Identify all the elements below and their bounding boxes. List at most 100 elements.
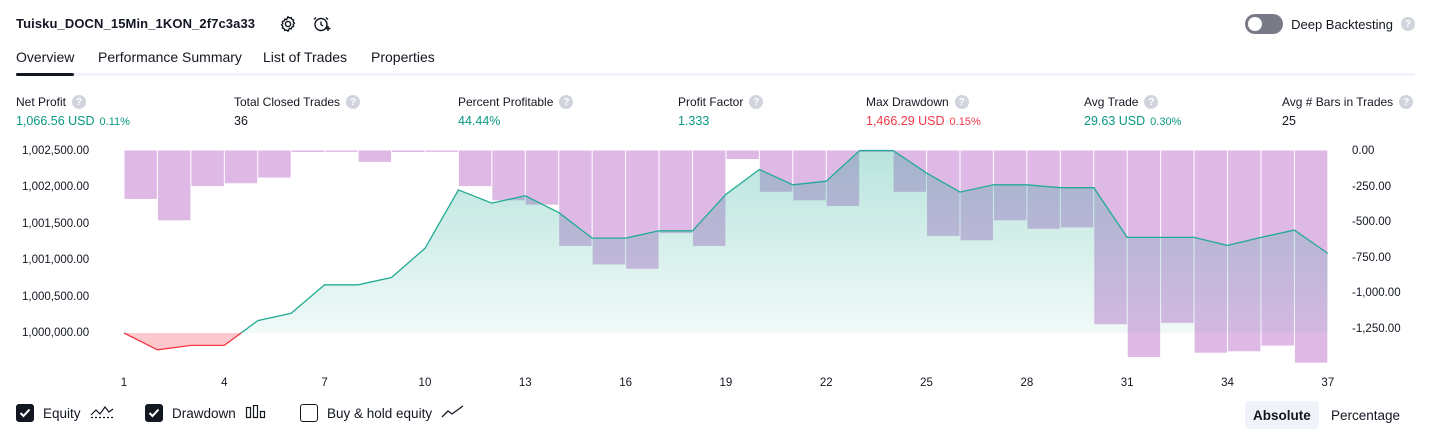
metric-label: Avg # Bars in Trades <box>1282 95 1393 109</box>
metric-value: 1,066.56 USD <box>16 114 95 128</box>
x-tick-label: 7 <box>310 377 340 389</box>
buy-hold-checkbox[interactable] <box>300 404 318 422</box>
y-left-tick-label: 1,002,000.00 <box>22 181 126 193</box>
equity-line-loss <box>124 151 1328 350</box>
drawdown-bar <box>559 151 591 246</box>
drawdown-bar <box>492 151 524 201</box>
absolute-scale-button[interactable]: Absolute <box>1245 401 1319 429</box>
metric-profit-factor: Profit Factor? 1.333 <box>678 94 763 128</box>
drawdown-bar <box>292 151 324 153</box>
drawdown-bar <box>325 151 357 152</box>
metric-avg-bars-in-trades: Avg # Bars in Trades? 25 <box>1282 94 1413 128</box>
x-tick-label: 4 <box>209 377 239 389</box>
x-tick-label: 13 <box>510 377 540 389</box>
equity-line-profit <box>124 151 1328 350</box>
drawdown-bar <box>927 151 959 236</box>
drawdown-bar <box>760 151 792 192</box>
metric-label: Max Drawdown <box>866 95 949 109</box>
metric-total-closed-trades: Total Closed Trades? 36 <box>234 94 360 128</box>
metric-label: Profit Factor <box>678 95 743 109</box>
buy-hold-line-icon <box>441 405 465 422</box>
x-tick-label: 19 <box>711 377 741 389</box>
x-tick-label: 10 <box>410 377 440 389</box>
x-tick-label: 31 <box>1112 377 1142 389</box>
y-right-tick-label: -750.00 <box>1352 252 1391 264</box>
metric-value: 44.44% <box>458 114 500 128</box>
drawdown-bar <box>425 151 457 152</box>
drawdown-bar <box>258 151 290 178</box>
percentage-scale-button[interactable]: Percentage <box>1323 401 1408 429</box>
drawdown-bar <box>593 151 625 265</box>
tab-properties[interactable]: Properties <box>371 49 435 65</box>
equity-checkbox[interactable] <box>16 404 34 422</box>
x-tick-label: 37 <box>1313 377 1343 389</box>
x-tick-label: 28 <box>1012 377 1042 389</box>
info-icon[interactable]: ? <box>955 95 969 109</box>
drawdown-bar <box>1161 151 1193 323</box>
tab-list-of-trades[interactable]: List of Trades <box>263 49 347 65</box>
legend-equity[interactable]: Equity <box>16 404 114 422</box>
metric-percent: 0.30% <box>1150 116 1181 128</box>
drawdown-bar <box>1128 151 1160 357</box>
add-alert-clock-icon[interactable] <box>310 12 334 36</box>
x-tick-label: 25 <box>912 377 942 389</box>
drawdown-bar <box>1261 151 1293 346</box>
info-icon[interactable]: ? <box>1399 95 1413 109</box>
settings-gear-icon[interactable] <box>276 12 300 36</box>
tab-bar: Overview Performance Summary List of Tra… <box>16 48 1415 76</box>
metric-value: 25 <box>1282 114 1296 128</box>
drawdown-bar <box>961 151 993 241</box>
y-left-tick-label: 1,001,500.00 <box>22 218 126 230</box>
metric-value: 1,466.29 USD <box>866 114 945 128</box>
info-icon[interactable]: ? <box>1144 95 1158 109</box>
info-icon[interactable]: ? <box>559 95 573 109</box>
metric-label: Percent Profitable <box>458 95 553 109</box>
drawdown-checkbox[interactable] <box>145 404 163 422</box>
tab-overview[interactable]: Overview <box>16 49 74 65</box>
drawdown-bar <box>1195 151 1227 353</box>
x-tick-label: 1 <box>109 377 139 389</box>
drawdown-bar <box>225 151 257 184</box>
info-icon[interactable]: ? <box>749 95 763 109</box>
deep-backtesting-toggle[interactable] <box>1245 14 1283 34</box>
info-icon[interactable]: ? <box>72 95 86 109</box>
drawdown-bars-icon <box>245 405 267 422</box>
tab-performance-summary[interactable]: Performance Summary <box>98 49 242 65</box>
drawdown-bar <box>392 151 424 153</box>
deep-backtesting-control: Deep Backtesting ? <box>1245 14 1415 34</box>
drawdown-bar <box>158 151 190 221</box>
drawdown-bar <box>1061 151 1093 228</box>
info-icon[interactable]: ? <box>346 95 360 109</box>
legend-buy-hold[interactable]: Buy & hold equity <box>300 404 465 422</box>
drawdown-bar <box>1094 151 1126 325</box>
metric-value: 29.63 USD <box>1084 114 1145 128</box>
metric-percent-profitable: Percent Profitable? 44.44% <box>458 94 573 128</box>
drawdown-bar <box>626 151 658 269</box>
metric-label: Total Closed Trades <box>234 95 340 109</box>
drawdown-bar <box>660 151 692 234</box>
strategy-header: Tuisku_DOCN_15Min_1KON_2f7c3a33 Deep Bac… <box>16 12 1415 38</box>
buy-hold-legend-label: Buy & hold equity <box>327 406 432 421</box>
y-right-tick-label: -1,250.00 <box>1352 323 1401 335</box>
y-right-tick-label: -1,000.00 <box>1352 287 1401 299</box>
x-tick-label: 34 <box>1213 377 1243 389</box>
drawdown-bar <box>1295 151 1327 363</box>
y-left-tick-label: 1,002,500.00 <box>22 145 126 157</box>
y-right-tick-label: -500.00 <box>1352 216 1391 228</box>
drawdown-bar <box>1027 151 1059 229</box>
x-tick-label: 16 <box>611 377 641 389</box>
metric-max-drawdown: Max Drawdown? 1,466.29 USD 0.15% <box>866 94 981 128</box>
drawdown-bar <box>459 151 491 187</box>
metric-label: Net Profit <box>16 95 66 109</box>
equity-area-profit <box>124 151 1328 350</box>
metric-percent: 0.15% <box>950 116 981 128</box>
drawdown-bar <box>860 151 892 153</box>
drawdown-bar <box>994 151 1026 221</box>
drawdown-bar <box>827 151 859 207</box>
drawdown-bar <box>793 151 825 201</box>
help-icon[interactable]: ? <box>1401 17 1415 31</box>
drawdown-bar <box>125 151 157 199</box>
metric-label: Avg Trade <box>1084 95 1138 109</box>
drawdown-bar <box>693 151 725 246</box>
legend-drawdown[interactable]: Drawdown <box>145 404 267 422</box>
